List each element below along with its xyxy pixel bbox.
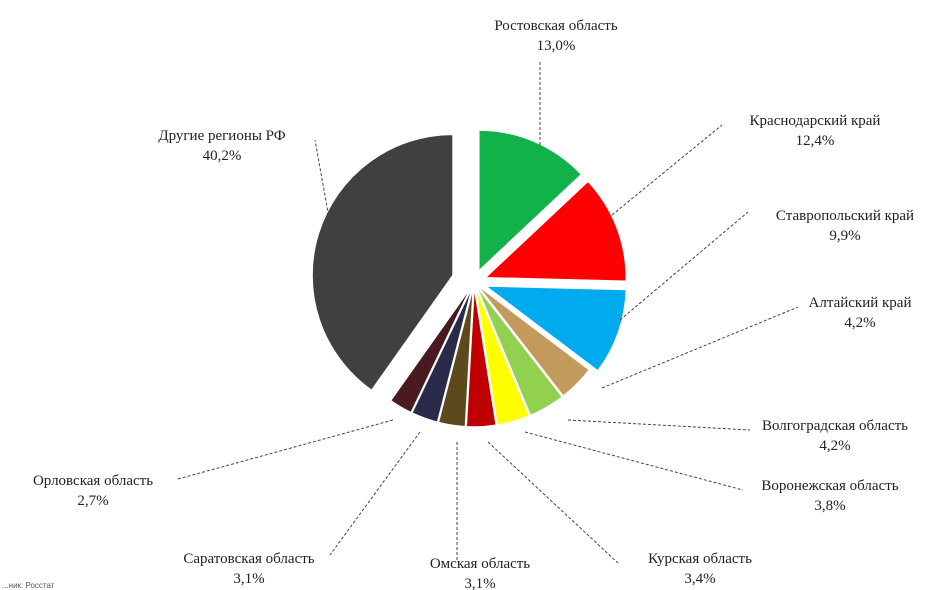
pie-slice [474,285,531,426]
pie-slice [478,129,583,273]
leader-line [601,306,799,389]
leader-line [314,139,334,241]
slice-name-label: Другие регионы РФ [158,128,285,144]
slice-name-label: Алтайский край [809,295,912,311]
slice-value-label: 3,1% [464,576,495,590]
pie-slice [311,133,454,392]
pie-slice [389,285,473,414]
slice-value-label: 3,1% [233,571,264,587]
slice-name-label: Краснодарский край [750,113,881,129]
leader-line [611,124,723,216]
leader-line [619,211,749,321]
leader-line [524,431,744,491]
pie-slice [476,284,591,398]
slice-value-label: 12,4% [796,133,835,149]
pie-slice [475,284,564,417]
pie-slice [437,285,475,428]
pie-slice [465,285,498,428]
slice-name-label: Орловская область [33,473,153,489]
slice-name-label: Саратовская область [183,551,314,567]
slice-name-label: Воронежская область [761,478,898,494]
slice-name-label: Ставропольский край [776,208,914,224]
pie-slice [483,285,628,373]
pie-slices [311,129,628,428]
slice-name-label: Курская область [648,551,752,567]
slice-labels: Ростовская область 13,0% Краснодарский кра… [33,18,914,590]
slice-value-label: 3,8% [814,498,845,514]
slice-value-label: 13,0% [537,38,576,54]
leader-line [487,441,619,564]
slice-value-label: 3,4% [684,571,715,587]
slice-name-label: Омская область [430,556,530,572]
leader-line [329,431,421,556]
slice-value-label: 4,2% [819,438,850,454]
slice-name-label: Ростовская область [494,18,617,34]
leader-line [567,419,751,431]
leader-line [177,419,394,480]
slice-value-label: 2,7% [77,493,108,509]
slice-value-label: 9,9% [829,228,860,244]
slice-value-label: 4,2% [844,315,875,331]
slice-name-label: Волгоградская область [762,418,908,434]
slice-value-label: 40,2% [203,148,242,164]
leader-lines [177,62,799,564]
pie-slice [483,180,627,283]
source-note: ...ник: Росстат [2,581,55,590]
